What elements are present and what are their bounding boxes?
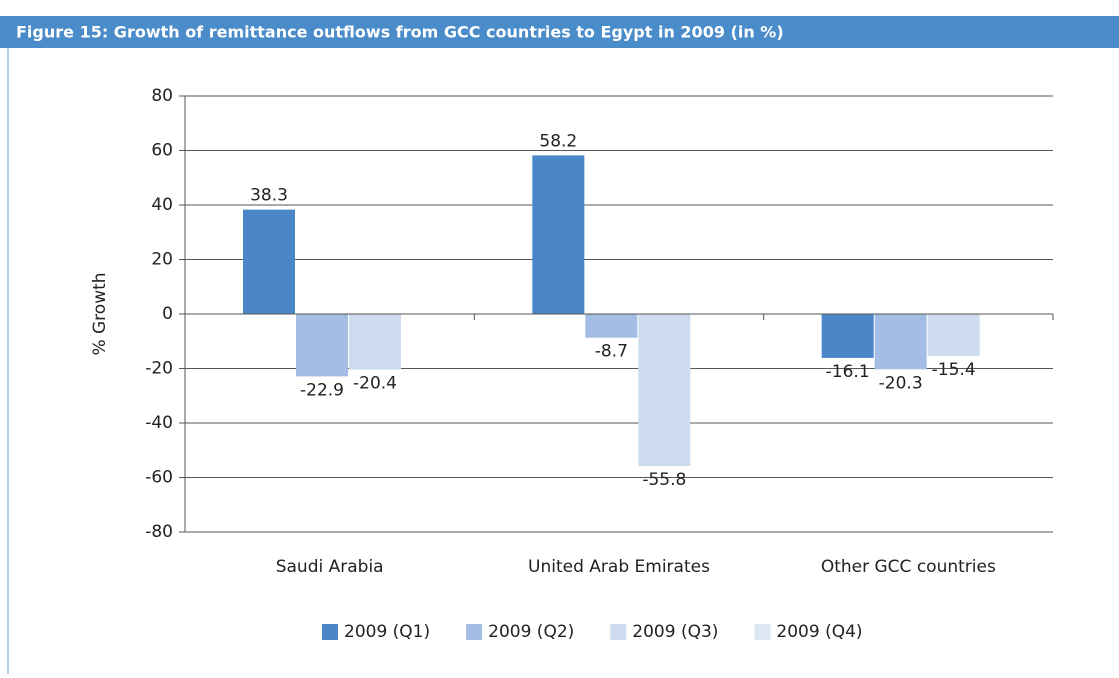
data-label: -16.1 xyxy=(826,362,870,382)
chart-title: Figure 15: Growth of remittance outflows… xyxy=(16,23,784,42)
y-tick-label: 0 xyxy=(162,304,173,324)
legend-label: 2009 (Q4) xyxy=(776,622,862,642)
x-tick-label: United Arab Emirates xyxy=(528,557,710,577)
bar xyxy=(638,314,691,467)
y-tick-label: -80 xyxy=(145,522,173,542)
legend-label: 2009 (Q2) xyxy=(488,622,574,642)
bar xyxy=(585,314,638,338)
data-label: -8.7 xyxy=(595,342,628,362)
data-label: -55.8 xyxy=(642,470,686,490)
y-tick-label: 20 xyxy=(151,250,173,270)
y-axis-label: % Growth xyxy=(90,272,110,355)
data-label: 38.3 xyxy=(250,186,288,206)
x-tick-label: Other GCC countries xyxy=(821,557,996,577)
bar xyxy=(927,314,980,356)
bar xyxy=(874,314,927,370)
legend-label: 2009 (Q1) xyxy=(344,622,430,642)
data-label: -20.4 xyxy=(353,374,397,394)
data-label: -15.4 xyxy=(932,360,976,380)
y-tick-label: 60 xyxy=(151,141,173,161)
data-label: 58.2 xyxy=(539,131,577,151)
bar xyxy=(296,314,348,377)
bar xyxy=(532,155,585,314)
bar xyxy=(349,314,401,370)
legend-swatch xyxy=(754,624,771,640)
y-tick-label: 40 xyxy=(151,195,173,215)
bar xyxy=(821,314,874,358)
data-label: -20.3 xyxy=(879,373,923,393)
bar xyxy=(243,209,295,314)
title-banner xyxy=(0,16,1119,48)
y-tick-label: 80 xyxy=(151,86,173,106)
x-tick-label: Saudi Arabia xyxy=(276,557,384,577)
legend-swatch xyxy=(322,624,338,640)
data-label: -22.9 xyxy=(300,380,344,400)
legend-swatch xyxy=(610,624,627,640)
legend-swatch xyxy=(466,624,483,640)
y-tick-label: -60 xyxy=(145,468,173,488)
y-tick-label: -40 xyxy=(145,413,173,433)
legend-label: 2009 (Q3) xyxy=(632,622,718,642)
y-tick-label: -20 xyxy=(145,359,173,379)
